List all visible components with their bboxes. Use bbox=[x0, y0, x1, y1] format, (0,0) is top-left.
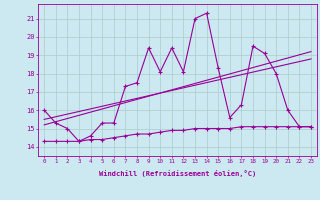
X-axis label: Windchill (Refroidissement éolien,°C): Windchill (Refroidissement éolien,°C) bbox=[99, 170, 256, 177]
